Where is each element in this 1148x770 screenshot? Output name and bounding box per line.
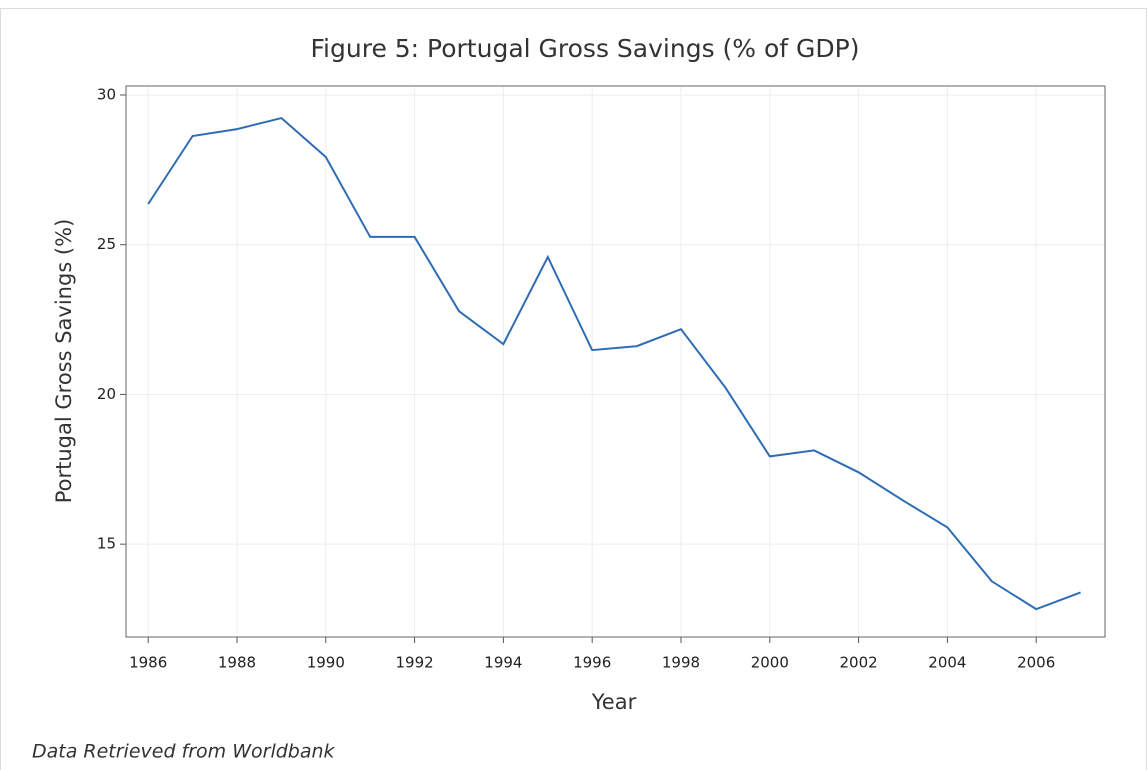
x-tick-label: 2002 <box>839 654 877 672</box>
x-tick-label: 2000 <box>751 654 789 672</box>
y-tick-label: 15 <box>97 535 116 553</box>
x-tick-label: 1988 <box>218 654 256 672</box>
y-axis-label: Portugal Gross Savings (%) <box>52 219 76 504</box>
y-tick-label: 30 <box>97 85 116 103</box>
x-tick-label: 2004 <box>928 654 966 672</box>
plot-area: 15 20 25 30 1986 1988 1990 1992 1994 1996 1998 2000… <box>97 85 1106 672</box>
x-tick-label: 1992 <box>396 654 434 672</box>
x-tick-label: 1994 <box>484 654 522 672</box>
x-tick-label: 1990 <box>307 654 345 672</box>
y-tick-label: 20 <box>97 385 116 403</box>
x-axis-label: Year <box>591 690 637 714</box>
x-tick-label: 1986 <box>129 654 167 672</box>
data-line <box>147 116 1081 611</box>
x-tick-label: 1998 <box>662 654 700 672</box>
x-tick-label: 1996 <box>573 654 611 672</box>
frame <box>0 8 1147 770</box>
plot-border <box>125 85 1106 638</box>
source-note: Data Retrieved from Worldbank <box>32 741 336 763</box>
x-tick-label: 2006 <box>1017 654 1055 672</box>
chart-title: Figure 5: Portugal Gross Savings (% of G… <box>311 34 860 63</box>
y-tick-label: 25 <box>97 235 116 253</box>
